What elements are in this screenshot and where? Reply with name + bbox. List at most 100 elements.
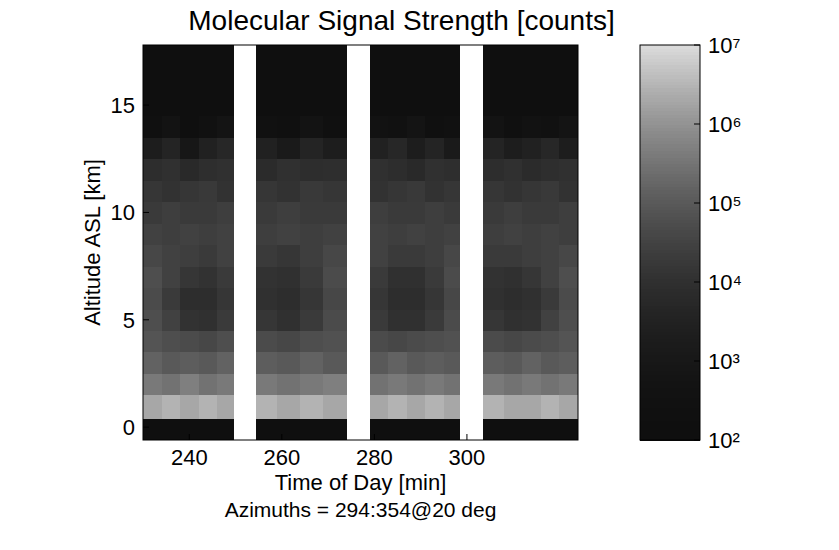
cell (559, 331, 578, 353)
x-tick-label: 260 (263, 445, 300, 470)
cell (522, 94, 541, 116)
cell (388, 45, 407, 95)
cell (256, 159, 277, 181)
cell (541, 137, 560, 159)
cell (504, 309, 523, 331)
cell (522, 309, 541, 331)
cell (559, 180, 578, 202)
cell (277, 419, 301, 440)
cell (143, 352, 162, 374)
y-tick-label: 5 (123, 308, 135, 333)
cell (256, 94, 277, 116)
cell (407, 45, 426, 95)
cell (256, 331, 277, 353)
cell (217, 266, 234, 288)
cell (370, 180, 389, 202)
cell (388, 395, 407, 419)
cell (559, 309, 578, 331)
cell (143, 137, 162, 159)
cell (388, 309, 407, 331)
cell (541, 266, 560, 288)
cell (277, 352, 301, 374)
cell (444, 331, 461, 353)
cell (217, 137, 234, 159)
cell (300, 373, 324, 395)
cell (407, 309, 426, 331)
cell (407, 137, 426, 159)
cell (425, 373, 444, 395)
colorbar-tick-label: 10⁷ (708, 33, 740, 58)
cell (162, 288, 181, 310)
annotation: Azimuths = 294:354@20 deg (225, 498, 497, 521)
x-tick (466, 434, 467, 440)
cell (323, 94, 347, 116)
cell (199, 202, 218, 224)
cell (425, 288, 444, 310)
cell (388, 288, 407, 310)
colorbar-tick (694, 203, 700, 204)
cell (199, 159, 218, 181)
cell (425, 395, 444, 419)
cell (407, 331, 426, 353)
cell (425, 45, 444, 95)
cell (388, 331, 407, 353)
cell (407, 180, 426, 202)
cell (277, 202, 301, 224)
cell (407, 245, 426, 267)
cell (444, 94, 461, 116)
cell (300, 395, 324, 419)
cell (504, 94, 523, 116)
cell (162, 331, 181, 353)
cell (180, 373, 199, 395)
cell (180, 266, 199, 288)
cell (444, 202, 461, 224)
title: Molecular Signal Strength [counts] (188, 5, 614, 36)
cell (256, 266, 277, 288)
colorbar-tick-label: 10² (708, 428, 740, 453)
cell (483, 373, 504, 395)
cell (143, 202, 162, 224)
cell (522, 419, 541, 440)
cell (256, 288, 277, 310)
cell (323, 159, 347, 181)
colorbar-tick-label: 10⁶ (708, 112, 742, 137)
cell (300, 159, 324, 181)
cell (444, 309, 461, 331)
cell (162, 137, 181, 159)
cell (323, 373, 347, 395)
cell (143, 395, 162, 419)
colorbar-tick (694, 124, 700, 125)
plot-frame (143, 45, 578, 440)
cell (323, 266, 347, 288)
cell (143, 245, 162, 267)
cell (388, 245, 407, 267)
cell (370, 331, 389, 353)
cell (522, 223, 541, 245)
cell (277, 116, 301, 138)
cell (425, 94, 444, 116)
cell (504, 137, 523, 159)
cell (180, 116, 199, 138)
cell (407, 419, 426, 440)
cell (143, 309, 162, 331)
cell (522, 116, 541, 138)
cell (483, 180, 504, 202)
colorbar-tick-label: 10³ (708, 349, 740, 374)
cell (504, 288, 523, 310)
cell (559, 116, 578, 138)
cell (143, 373, 162, 395)
cell (143, 288, 162, 310)
cell (162, 395, 181, 419)
cell (180, 180, 199, 202)
cell (483, 245, 504, 267)
cell (300, 180, 324, 202)
colorbar-tick (694, 282, 700, 283)
y-tick (143, 105, 149, 106)
x-axis-title: Time of Day [min] (275, 470, 447, 495)
cell (559, 137, 578, 159)
y-tick-label: 0 (123, 415, 135, 440)
cell (522, 180, 541, 202)
cell (483, 395, 504, 419)
cell (162, 352, 181, 374)
cell (407, 94, 426, 116)
